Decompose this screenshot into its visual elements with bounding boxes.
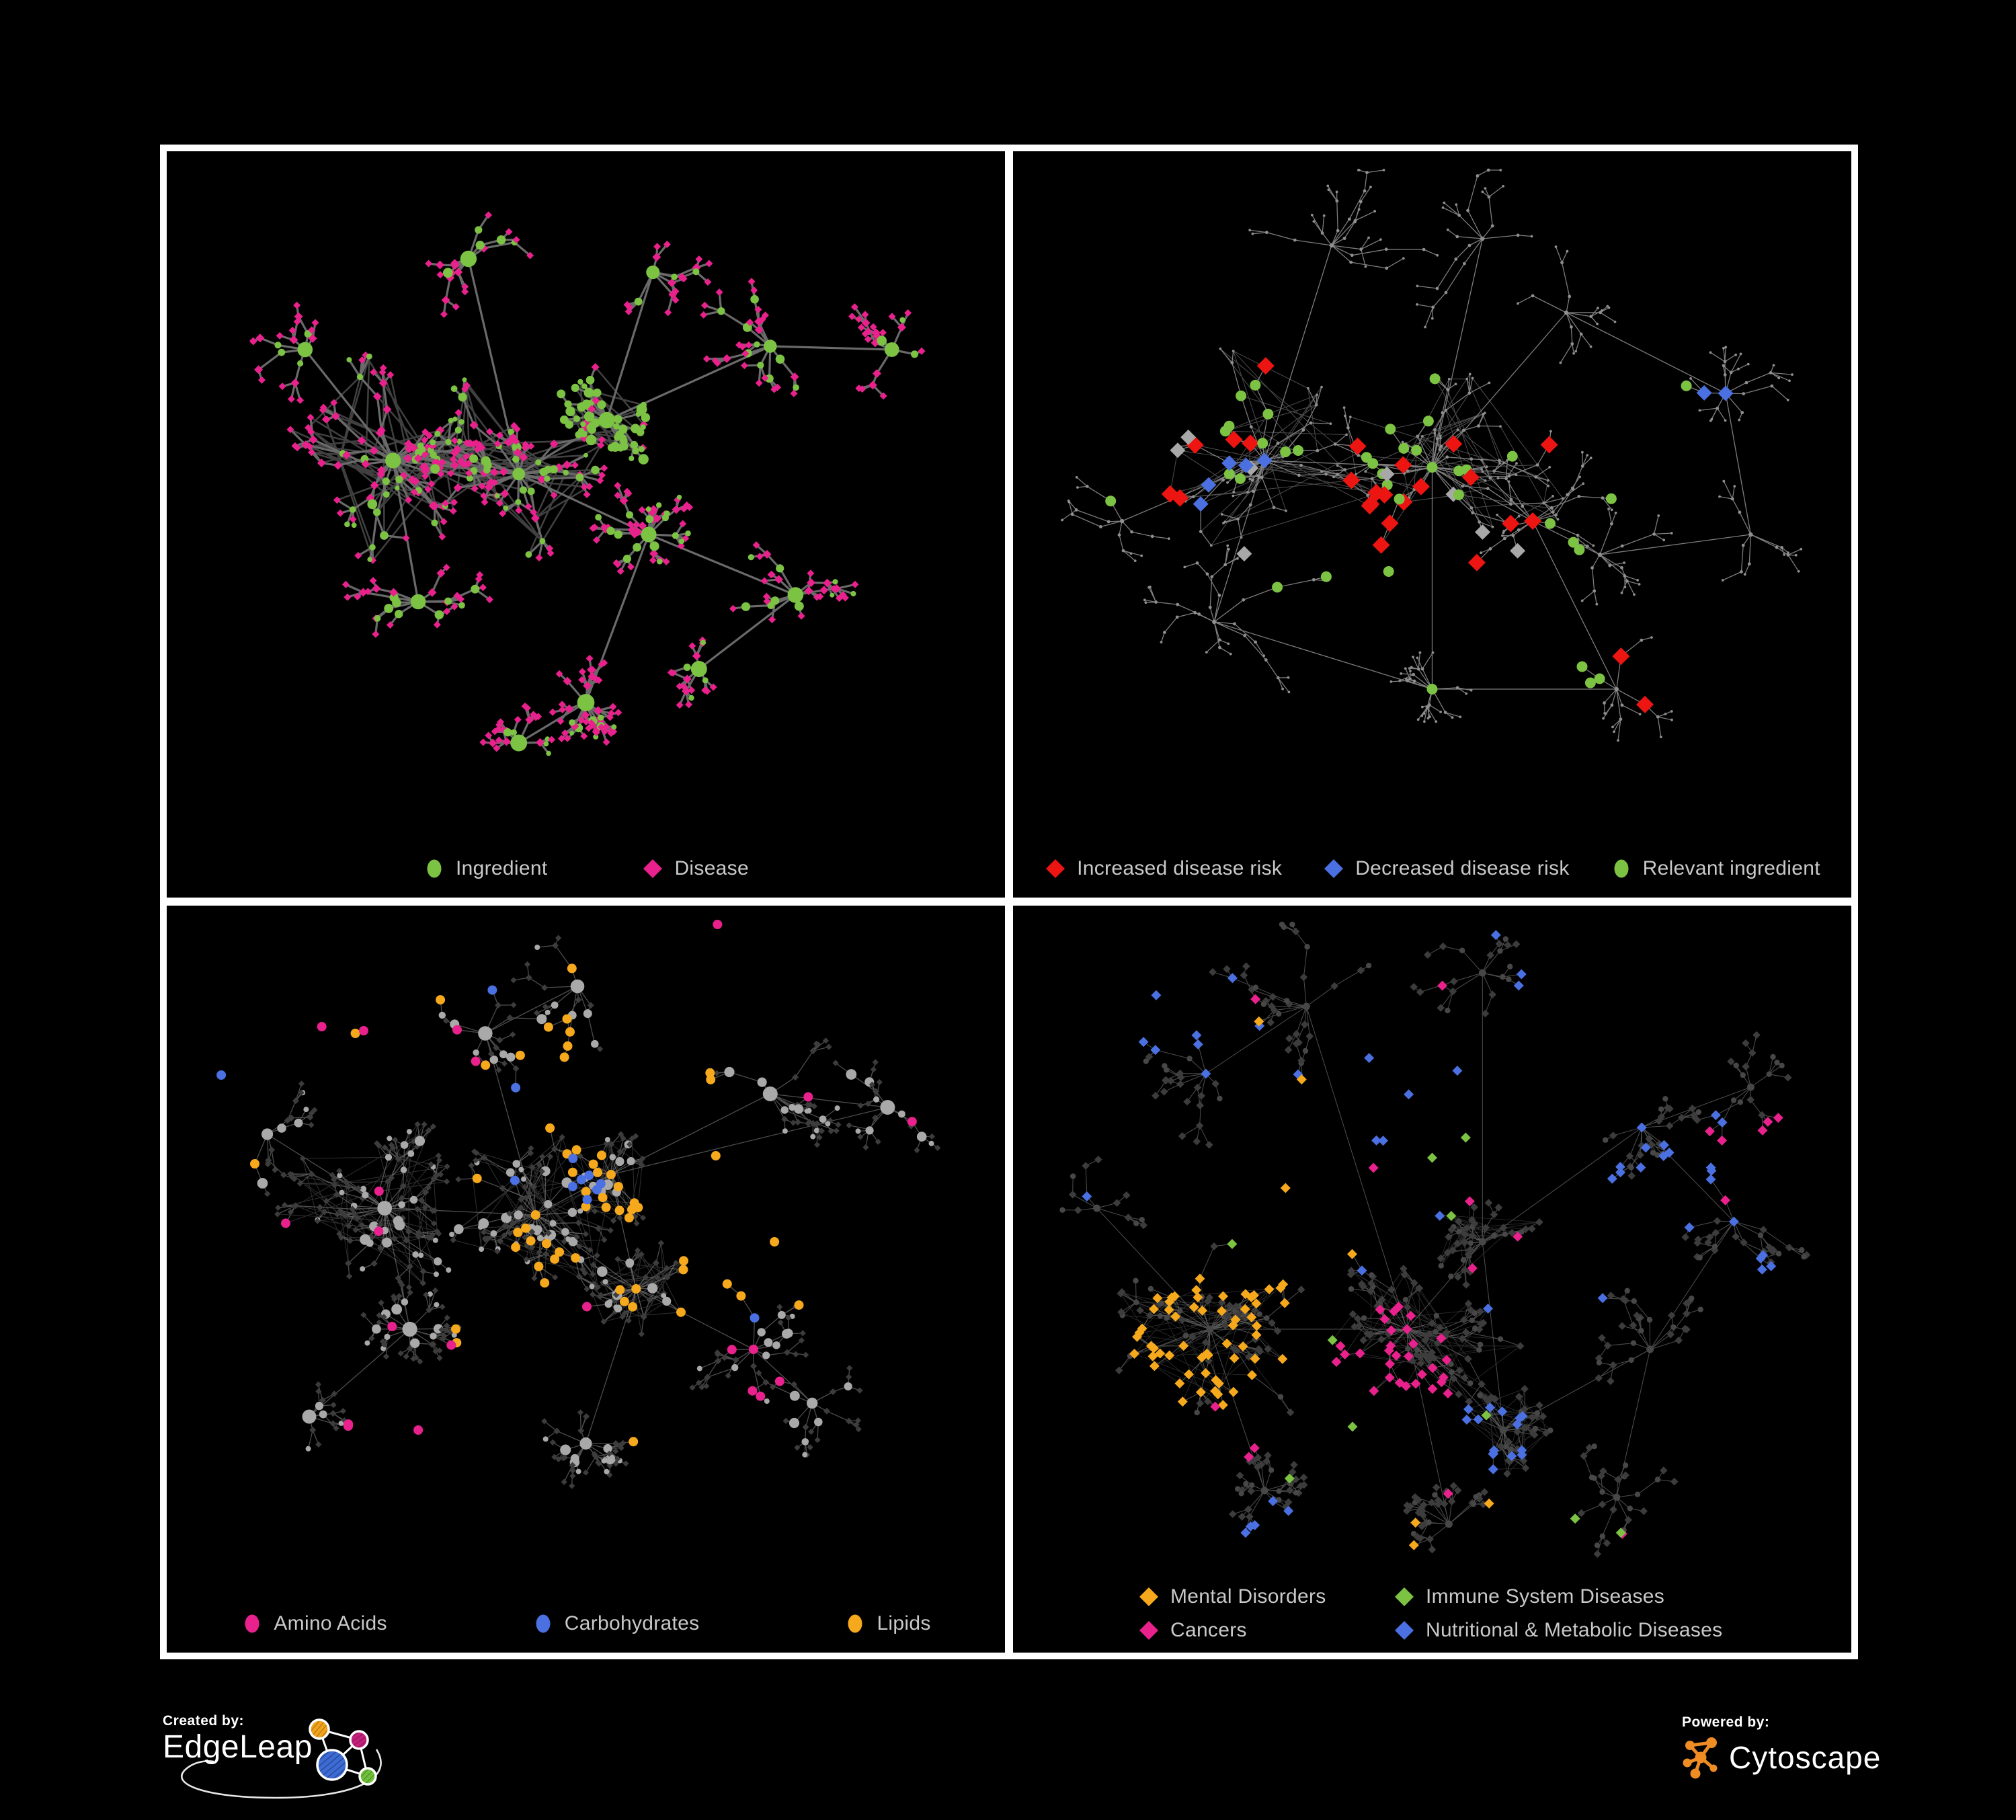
cytoscape-logo-text: Cytoscape — [1729, 1740, 1882, 1775]
legend-item: Lipids — [844, 1612, 930, 1635]
cytoscape-logo-icon — [1683, 1737, 1718, 1779]
circle-swatch-icon — [427, 859, 442, 878]
diamond-swatch-icon — [1046, 859, 1065, 878]
panel-ingredient-disease: Ingredient Disease — [167, 151, 1005, 898]
ingredient-disease-network-graph — [249, 211, 926, 756]
edgeleap-logo-text: EdgeLeap — [163, 1729, 313, 1765]
legend-row: Ingredient Disease — [167, 857, 1005, 880]
legend-label: Lipids — [877, 1612, 931, 1634]
panel-compound-classes: Amino Acids Carbohydrates Lipids — [167, 906, 1005, 1653]
legend-disease-classes: Mental Disorders Immune System Diseases Ca… — [1013, 1585, 1851, 1642]
disease-class-network-graph — [1059, 921, 1811, 1558]
panel-disease-classes: Mental Disorders Immune System Diseases Ca… — [1013, 906, 1851, 1653]
legend-label: Mental Disorders — [1170, 1585, 1326, 1608]
legend-label: Ingredient — [456, 857, 548, 879]
legend-label: Nutritional & Metabolic Diseases — [1426, 1619, 1723, 1641]
legend-item: Ingredient — [423, 857, 547, 880]
circle-swatch-icon — [536, 1614, 551, 1633]
legend-row: Increased disease risk Decreased disease … — [1013, 857, 1851, 880]
legend-label: Disease — [674, 857, 749, 879]
legend-row: Cancers Nutritional & Metabolic Diseases — [1013, 1619, 1851, 1642]
figure-grid: Ingredient Disease Increased disease risk… — [160, 145, 1858, 1659]
legend-item: Immune System Diseases — [1393, 1585, 1664, 1608]
legend-item: Nutritional & Metabolic Diseases — [1393, 1619, 1722, 1642]
legend-item: Increased disease risk — [1044, 857, 1282, 880]
legend-ingredient-disease: Ingredient Disease — [167, 857, 1005, 880]
legend-item: Carbohydrates — [532, 1612, 700, 1635]
diamond-swatch-icon — [1139, 1587, 1158, 1606]
edgeleap-logo-icon — [181, 1718, 382, 1799]
circle-swatch-icon — [848, 1614, 862, 1633]
panel-disease-risk: Increased disease risk Decreased disease … — [1013, 151, 1851, 898]
legend-label: Decreased disease risk — [1355, 857, 1570, 879]
legend-label: Immune System Diseases — [1426, 1585, 1665, 1608]
legend-label: Cancers — [1170, 1619, 1247, 1641]
diamond-swatch-icon — [1395, 1587, 1414, 1606]
legend-label: Carbohydrates — [564, 1612, 700, 1634]
legend-compound-classes: Amino Acids Carbohydrates Lipids — [167, 1612, 1005, 1635]
legend-item: Cancers — [1137, 1619, 1393, 1642]
powered-by-label: Powered by: — [1682, 1714, 1770, 1730]
legend-disease-risk: Increased disease risk Decreased disease … — [1013, 857, 1851, 880]
circle-swatch-icon — [245, 1614, 259, 1633]
legend-item: Mental Disorders — [1137, 1585, 1393, 1608]
edgeleap-credit: Created by: EdgeLeap — [163, 1713, 398, 1807]
diamond-swatch-icon — [1324, 859, 1344, 878]
diamond-swatch-icon — [1395, 1621, 1414, 1640]
cytoscape-credit: Powered by: Cytoscape — [1682, 1714, 1881, 1779]
circle-swatch-icon — [1614, 859, 1629, 878]
legend-item: Disease — [641, 857, 749, 880]
legend-row: Mental Disorders Immune System Diseases — [1013, 1585, 1851, 1608]
legend-row: Amino Acids Carbohydrates Lipids — [167, 1612, 1005, 1635]
legend-item: Relevant ingredient — [1610, 857, 1820, 880]
legend-label: Relevant ingredient — [1642, 857, 1820, 879]
diamond-swatch-icon — [643, 859, 663, 878]
legend-item: Amino Acids — [241, 1612, 387, 1635]
legend-label: Amino Acids — [274, 1612, 387, 1634]
compound-class-network-graph — [216, 920, 941, 1489]
legend-item: Decreased disease risk — [1322, 857, 1569, 880]
created-by-label: Created by: — [163, 1713, 245, 1729]
legend-label: Increased disease risk — [1077, 857, 1283, 879]
diamond-swatch-icon — [1139, 1621, 1158, 1640]
disease-risk-network-graph — [1061, 168, 1803, 742]
